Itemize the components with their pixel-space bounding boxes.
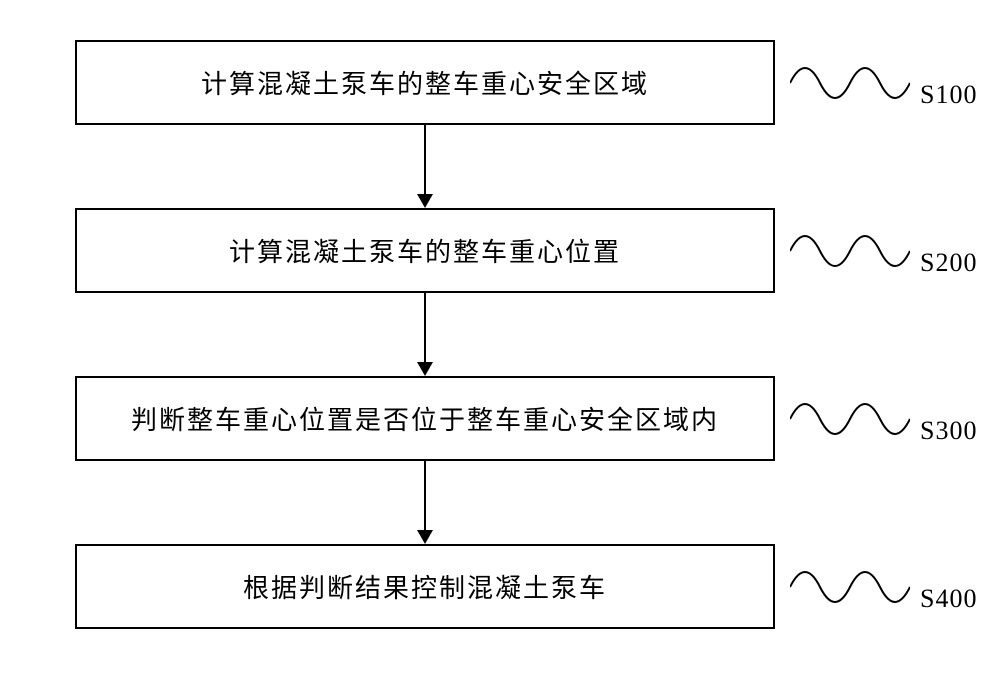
- step-box-s400: 根据判断结果控制混凝土泵车: [75, 544, 775, 629]
- flowchart-canvas: 计算混凝土泵车的整车重心安全区域 S100 计算混凝土泵车的整车重心位置 S20…: [0, 0, 1000, 677]
- arrow-1-line: [424, 125, 426, 194]
- step-box-s300: 判断整车重心位置是否位于整车重心安全区域内: [75, 376, 775, 461]
- arrow-3-line: [424, 461, 426, 530]
- step-box-s100: 计算混凝土泵车的整车重心安全区域: [75, 40, 775, 125]
- arrow-2-line: [424, 293, 426, 362]
- label-s200: S200: [920, 248, 977, 278]
- wave-s400: [790, 562, 910, 612]
- step-text-s400: 根据判断结果控制混凝土泵车: [243, 568, 607, 605]
- step-box-s200: 计算混凝土泵车的整车重心位置: [75, 208, 775, 293]
- arrow-2-head: [417, 362, 433, 376]
- arrow-1-head: [417, 194, 433, 208]
- step-text-s100: 计算混凝土泵车的整车重心安全区域: [201, 64, 649, 101]
- label-s100: S100: [920, 80, 977, 110]
- wave-s200: [790, 226, 910, 276]
- label-s400: S400: [920, 584, 977, 614]
- step-text-s200: 计算混凝土泵车的整车重心位置: [229, 232, 621, 269]
- step-text-s300: 判断整车重心位置是否位于整车重心安全区域内: [131, 400, 719, 437]
- wave-s300: [790, 394, 910, 444]
- wave-s100: [790, 58, 910, 108]
- label-s300: S300: [920, 416, 977, 446]
- arrow-3-head: [417, 530, 433, 544]
